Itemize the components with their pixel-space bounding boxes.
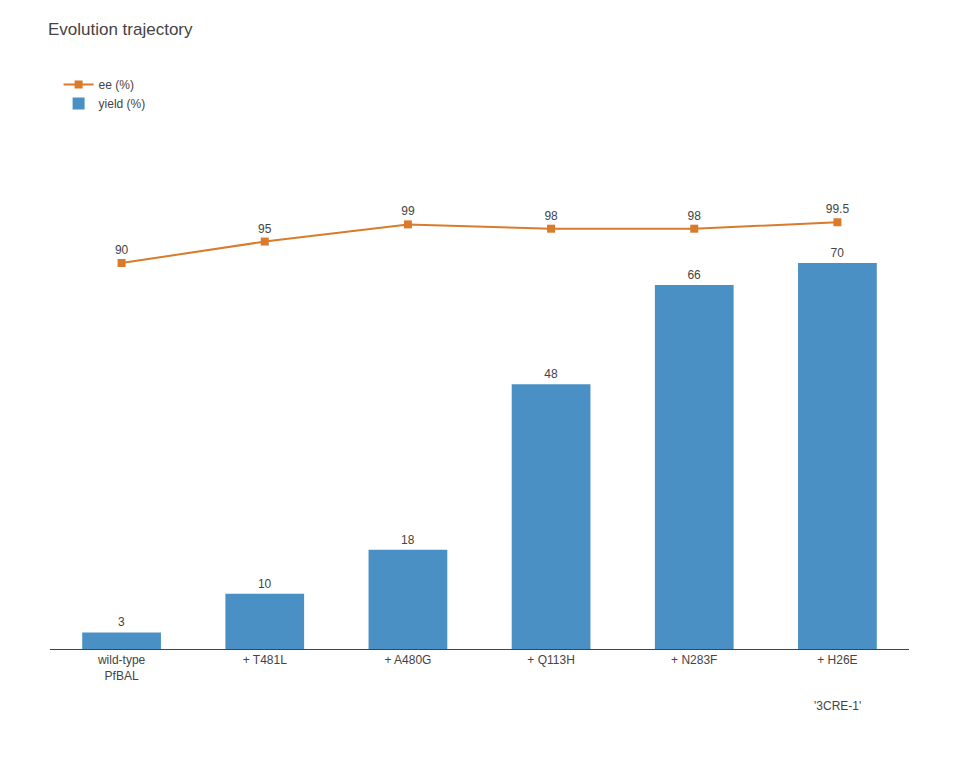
svg-text:66: 66 <box>687 268 701 282</box>
svg-text:18: 18 <box>401 533 415 547</box>
svg-text:yield (%): yield (%) <box>99 97 146 111</box>
svg-text:3: 3 <box>118 615 125 629</box>
svg-text:70: 70 <box>831 246 845 260</box>
svg-text:95: 95 <box>258 222 272 236</box>
svg-text:+ T481L: + T481L <box>243 653 287 667</box>
svg-text:99.5: 99.5 <box>826 202 850 216</box>
svg-text:+ H26E: + H26E <box>817 653 857 667</box>
svg-text:+ Q113H: + Q113H <box>527 653 574 667</box>
svg-text:'3CRE-1': '3CRE-1' <box>814 699 861 713</box>
svg-text:wild-typePfBAL: wild-typePfBAL <box>97 653 146 683</box>
svg-text:Evolution trajectory: Evolution trajectory <box>48 20 193 39</box>
svg-text:98: 98 <box>688 209 702 223</box>
svg-text:ee (%): ee (%) <box>99 78 134 92</box>
svg-text:99: 99 <box>401 204 415 218</box>
svg-text:+ N283F: + N283F <box>671 653 717 667</box>
svg-text:+ A480G: + A480G <box>384 653 431 667</box>
svg-text:98: 98 <box>544 209 558 223</box>
svg-text:10: 10 <box>258 577 272 591</box>
svg-text:90: 90 <box>115 243 129 257</box>
svg-text:48: 48 <box>544 367 558 381</box>
